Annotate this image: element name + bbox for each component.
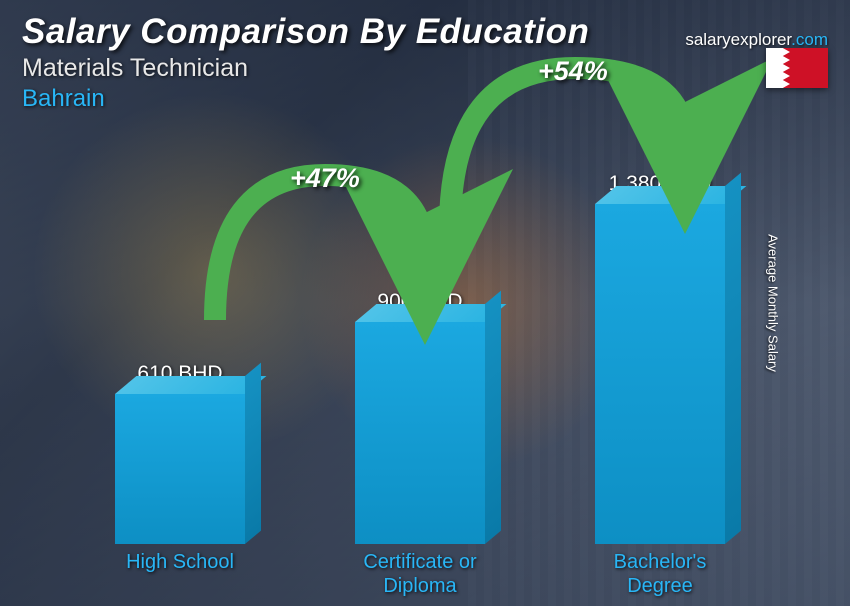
source-attribution: salaryexplorer.com — [685, 30, 828, 50]
bahrain-flag-icon — [766, 48, 828, 88]
chart-country: Bahrain — [22, 85, 828, 113]
chart-subtitle: Materials Technician — [22, 54, 828, 83]
x-axis-label: Certificate orDiploma — [330, 550, 510, 598]
bar-side-face — [485, 291, 501, 544]
header: Salary Comparison By Education Materials… — [22, 12, 828, 113]
x-axis-label: High School — [90, 550, 270, 598]
increase-arrow-1: +47% — [195, 145, 455, 345]
source-name: salaryexplorer — [685, 30, 791, 49]
bar-3d — [595, 204, 725, 544]
source-domain: .com — [791, 30, 828, 49]
bar-front-face — [115, 394, 245, 544]
bar-side-face — [725, 173, 741, 544]
bar-side-face — [245, 363, 261, 544]
bar-group: 610 BHD — [90, 362, 270, 544]
bar-top-face — [115, 376, 266, 394]
bar-front-face — [355, 322, 485, 544]
x-axis-label: Bachelor'sDegree — [570, 550, 750, 598]
bar-front-face — [595, 204, 725, 544]
pct-increase-1: +47% — [290, 163, 360, 194]
bar-3d — [355, 322, 485, 544]
bar-3d — [115, 394, 245, 544]
x-axis-labels: High School Certificate orDiploma Bachelor… — [60, 550, 780, 598]
y-axis-label: Average Monthly Salary — [766, 234, 781, 372]
